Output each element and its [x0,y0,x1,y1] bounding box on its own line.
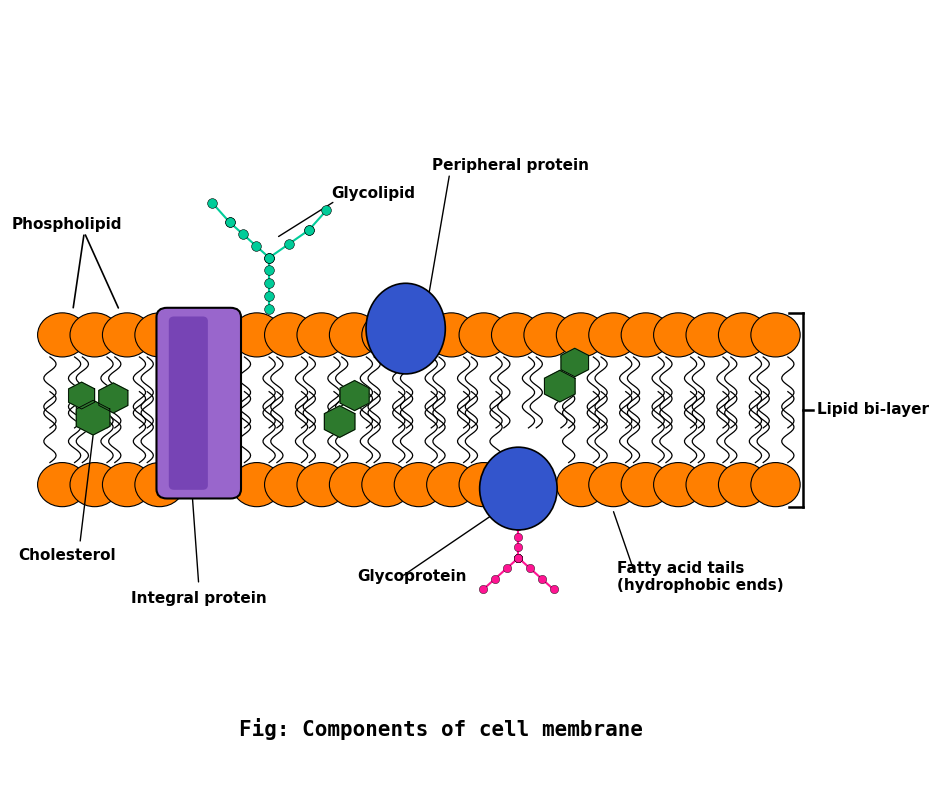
Polygon shape [544,370,575,402]
Circle shape [427,463,476,507]
Polygon shape [561,348,588,377]
Ellipse shape [366,284,446,374]
Circle shape [718,313,768,357]
Circle shape [232,313,281,357]
Circle shape [102,313,151,357]
Circle shape [588,463,638,507]
FancyBboxPatch shape [156,308,241,499]
Circle shape [621,313,670,357]
Polygon shape [99,383,128,413]
Polygon shape [76,400,110,435]
Circle shape [329,313,379,357]
Circle shape [134,463,184,507]
Circle shape [459,313,509,357]
Circle shape [621,463,670,507]
Circle shape [394,463,444,507]
Circle shape [718,463,768,507]
Circle shape [556,463,605,507]
Circle shape [751,313,800,357]
Polygon shape [340,381,369,411]
Circle shape [329,463,379,507]
Circle shape [38,463,86,507]
Circle shape [264,463,314,507]
Text: Fig: Components of cell membrane: Fig: Components of cell membrane [239,718,643,740]
Circle shape [297,313,346,357]
Circle shape [297,463,346,507]
Circle shape [427,313,476,357]
Polygon shape [69,382,95,409]
FancyBboxPatch shape [169,317,208,490]
Circle shape [653,463,703,507]
Text: Phospholipid: Phospholipid [11,217,122,232]
Circle shape [232,463,281,507]
Circle shape [70,313,119,357]
Circle shape [588,313,638,357]
Circle shape [686,313,735,357]
Circle shape [264,313,314,357]
Circle shape [362,463,411,507]
Text: Cholesterol: Cholesterol [18,548,116,563]
Text: Fatty acid tails
(hydrophobic ends): Fatty acid tails (hydrophobic ends) [617,560,784,593]
Circle shape [38,313,86,357]
Circle shape [459,463,509,507]
Circle shape [102,463,151,507]
Circle shape [686,463,735,507]
Text: Peripheral protein: Peripheral protein [432,158,589,173]
Circle shape [524,313,573,357]
Circle shape [362,313,411,357]
Polygon shape [324,406,355,437]
Circle shape [556,313,605,357]
Text: Integral protein: Integral protein [131,591,267,607]
Circle shape [134,313,184,357]
Text: Glycoprotein: Glycoprotein [357,569,467,585]
Circle shape [751,463,800,507]
Circle shape [70,463,119,507]
Circle shape [394,313,444,357]
Text: Lipid bi-layer: Lipid bi-layer [817,402,929,418]
Ellipse shape [479,448,557,530]
Text: Glycolipid: Glycolipid [331,185,415,201]
Circle shape [653,313,703,357]
Circle shape [492,313,540,357]
